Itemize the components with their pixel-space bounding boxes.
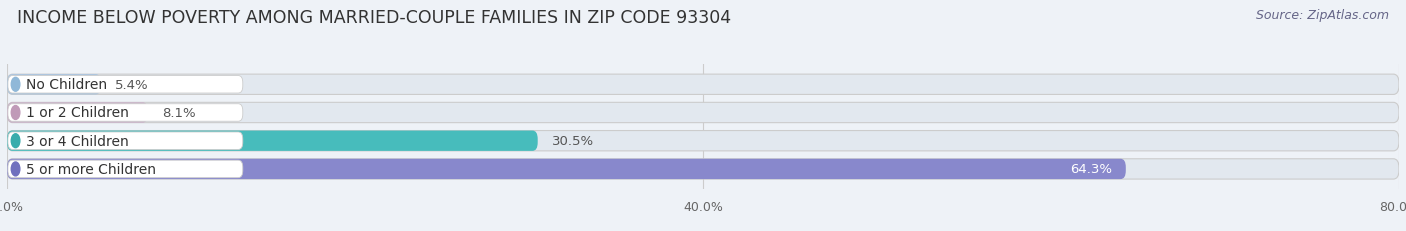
FancyBboxPatch shape: [8, 76, 243, 94]
Text: 3 or 4 Children: 3 or 4 Children: [25, 134, 128, 148]
FancyBboxPatch shape: [8, 132, 243, 150]
FancyBboxPatch shape: [7, 103, 148, 123]
Circle shape: [11, 162, 20, 176]
FancyBboxPatch shape: [7, 131, 537, 151]
Circle shape: [11, 134, 20, 148]
Text: No Children: No Children: [25, 78, 107, 92]
Text: 64.3%: 64.3%: [1070, 163, 1112, 176]
FancyBboxPatch shape: [7, 159, 1126, 179]
FancyBboxPatch shape: [7, 75, 1399, 95]
FancyBboxPatch shape: [8, 104, 243, 122]
Text: 1 or 2 Children: 1 or 2 Children: [25, 106, 129, 120]
FancyBboxPatch shape: [8, 161, 243, 178]
Text: 30.5%: 30.5%: [551, 135, 593, 148]
Text: 5.4%: 5.4%: [115, 79, 149, 91]
FancyBboxPatch shape: [7, 131, 1399, 151]
Circle shape: [11, 106, 20, 120]
Text: Source: ZipAtlas.com: Source: ZipAtlas.com: [1256, 9, 1389, 22]
FancyBboxPatch shape: [7, 103, 1399, 123]
Text: 5 or more Children: 5 or more Children: [25, 162, 156, 176]
Text: 8.1%: 8.1%: [162, 106, 195, 119]
Text: INCOME BELOW POVERTY AMONG MARRIED-COUPLE FAMILIES IN ZIP CODE 93304: INCOME BELOW POVERTY AMONG MARRIED-COUPL…: [17, 9, 731, 27]
FancyBboxPatch shape: [7, 159, 1399, 179]
Circle shape: [11, 78, 20, 92]
FancyBboxPatch shape: [7, 75, 101, 95]
